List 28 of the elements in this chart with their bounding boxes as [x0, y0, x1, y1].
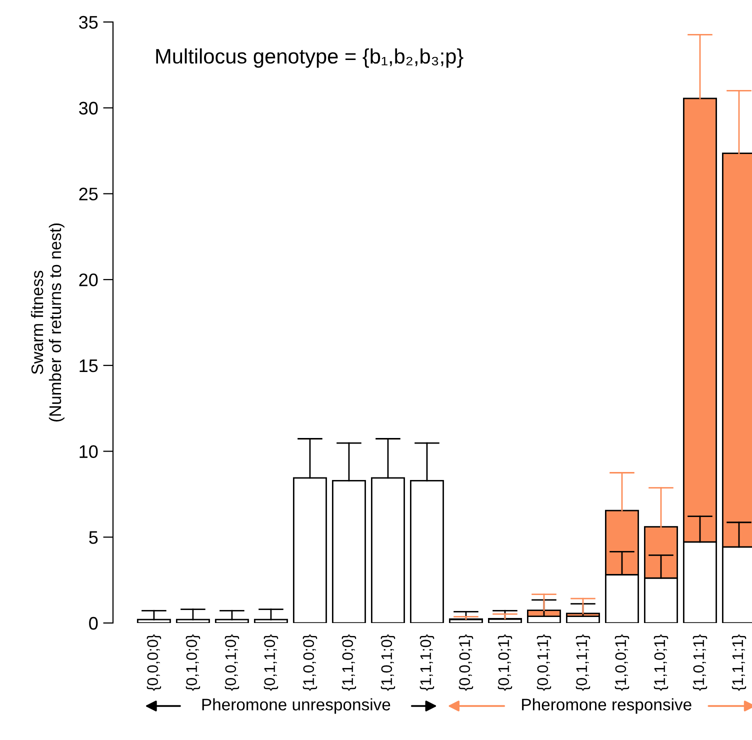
y-tick-label: 20: [79, 274, 98, 286]
x-tick-label: {1,0,0;1}: [614, 634, 630, 691]
y-tick-label: 35: [79, 16, 98, 29]
text: Pheromone unresponsive: [202, 698, 390, 714]
x-tick-label: {1,0,1;0}: [380, 634, 396, 691]
y-tick-label: 5: [89, 531, 98, 544]
x-tick-label: {1,1,0;0}: [342, 634, 356, 691]
x-tick-label: {0,1,1;1}: [576, 634, 590, 691]
x-tick-label: {0,1,0;0}: [186, 634, 200, 691]
text: Pheromone responsive: [522, 698, 692, 714]
x-tick-label: {1,1,1;1}: [732, 634, 746, 691]
x-tick-label: {0,0,0;1}: [458, 634, 474, 691]
annotation: Multilocus genotype = {b₁,b₂,b₃;p}: [156, 48, 464, 68]
x-tick-label: {1,0,0;0}: [302, 634, 318, 691]
y-axis-title: Swarm fitness (Number of returns to nest): [30, 223, 64, 422]
x-tick-label: {0,0,1;1}: [536, 634, 552, 691]
y-tick-label: 15: [80, 360, 98, 372]
y-tick-label: 30: [79, 102, 98, 115]
x-tick-label: {0,0,1;0}: [224, 634, 240, 691]
x-tick-label: {1,1,0;1}: [654, 634, 668, 691]
y-tick-label: 10: [80, 445, 98, 458]
x-tick-label: {1,1,1;0}: [420, 634, 434, 691]
x-tick-label: {0,1,1;0}: [264, 634, 278, 691]
x-tick-label: {0,0,0;0}: [146, 634, 162, 691]
y-tick-label: 25: [79, 188, 98, 200]
x-tick-label: {1,0,1;1}: [692, 634, 708, 691]
x-tick-label: {0,1,0;1}: [498, 634, 512, 691]
y-tick-label: 0: [89, 616, 98, 630]
